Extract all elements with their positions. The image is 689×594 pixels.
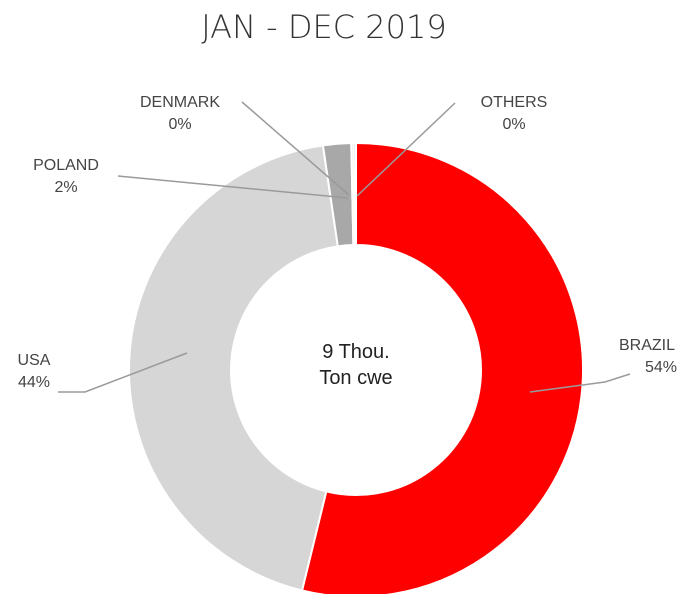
slice-label-denmark: DENMARK [140,94,220,111]
slice-label-usa: USA [18,352,51,369]
center-label-line-2: Ton cwe [319,367,392,389]
slice-others [352,141,357,247]
leader-line-brazil [529,373,631,393]
slice-labels: BRAZIL 54% USA 44% POLAND 2% DENMARK 0% OTHERS 0% [18,94,677,391]
slice-label-brazil: BRAZIL [619,337,675,354]
chart-title: JAN - DEC 2019 [201,8,446,46]
center-label-line-1: 9 Thou. [322,341,389,363]
donut-slices [128,141,584,594]
slice-label-poland: POLAND [33,157,99,174]
slice-value-denmark: 0% [168,116,191,133]
slice-label-others: OTHERS [481,94,548,111]
slice-value-poland: 2% [54,179,77,196]
slice-value-usa: 44% [18,374,50,391]
slice-brazil [300,141,584,594]
slice-usa [128,144,339,592]
leader-line-poland [117,175,349,199]
leader-line-others [356,102,456,197]
leader-lines [58,101,631,393]
leader-line-denmark [241,101,350,196]
leader-line-usa [58,352,188,393]
slice-value-brazil: 54% [645,359,677,376]
slice-value-others: 0% [502,116,525,133]
